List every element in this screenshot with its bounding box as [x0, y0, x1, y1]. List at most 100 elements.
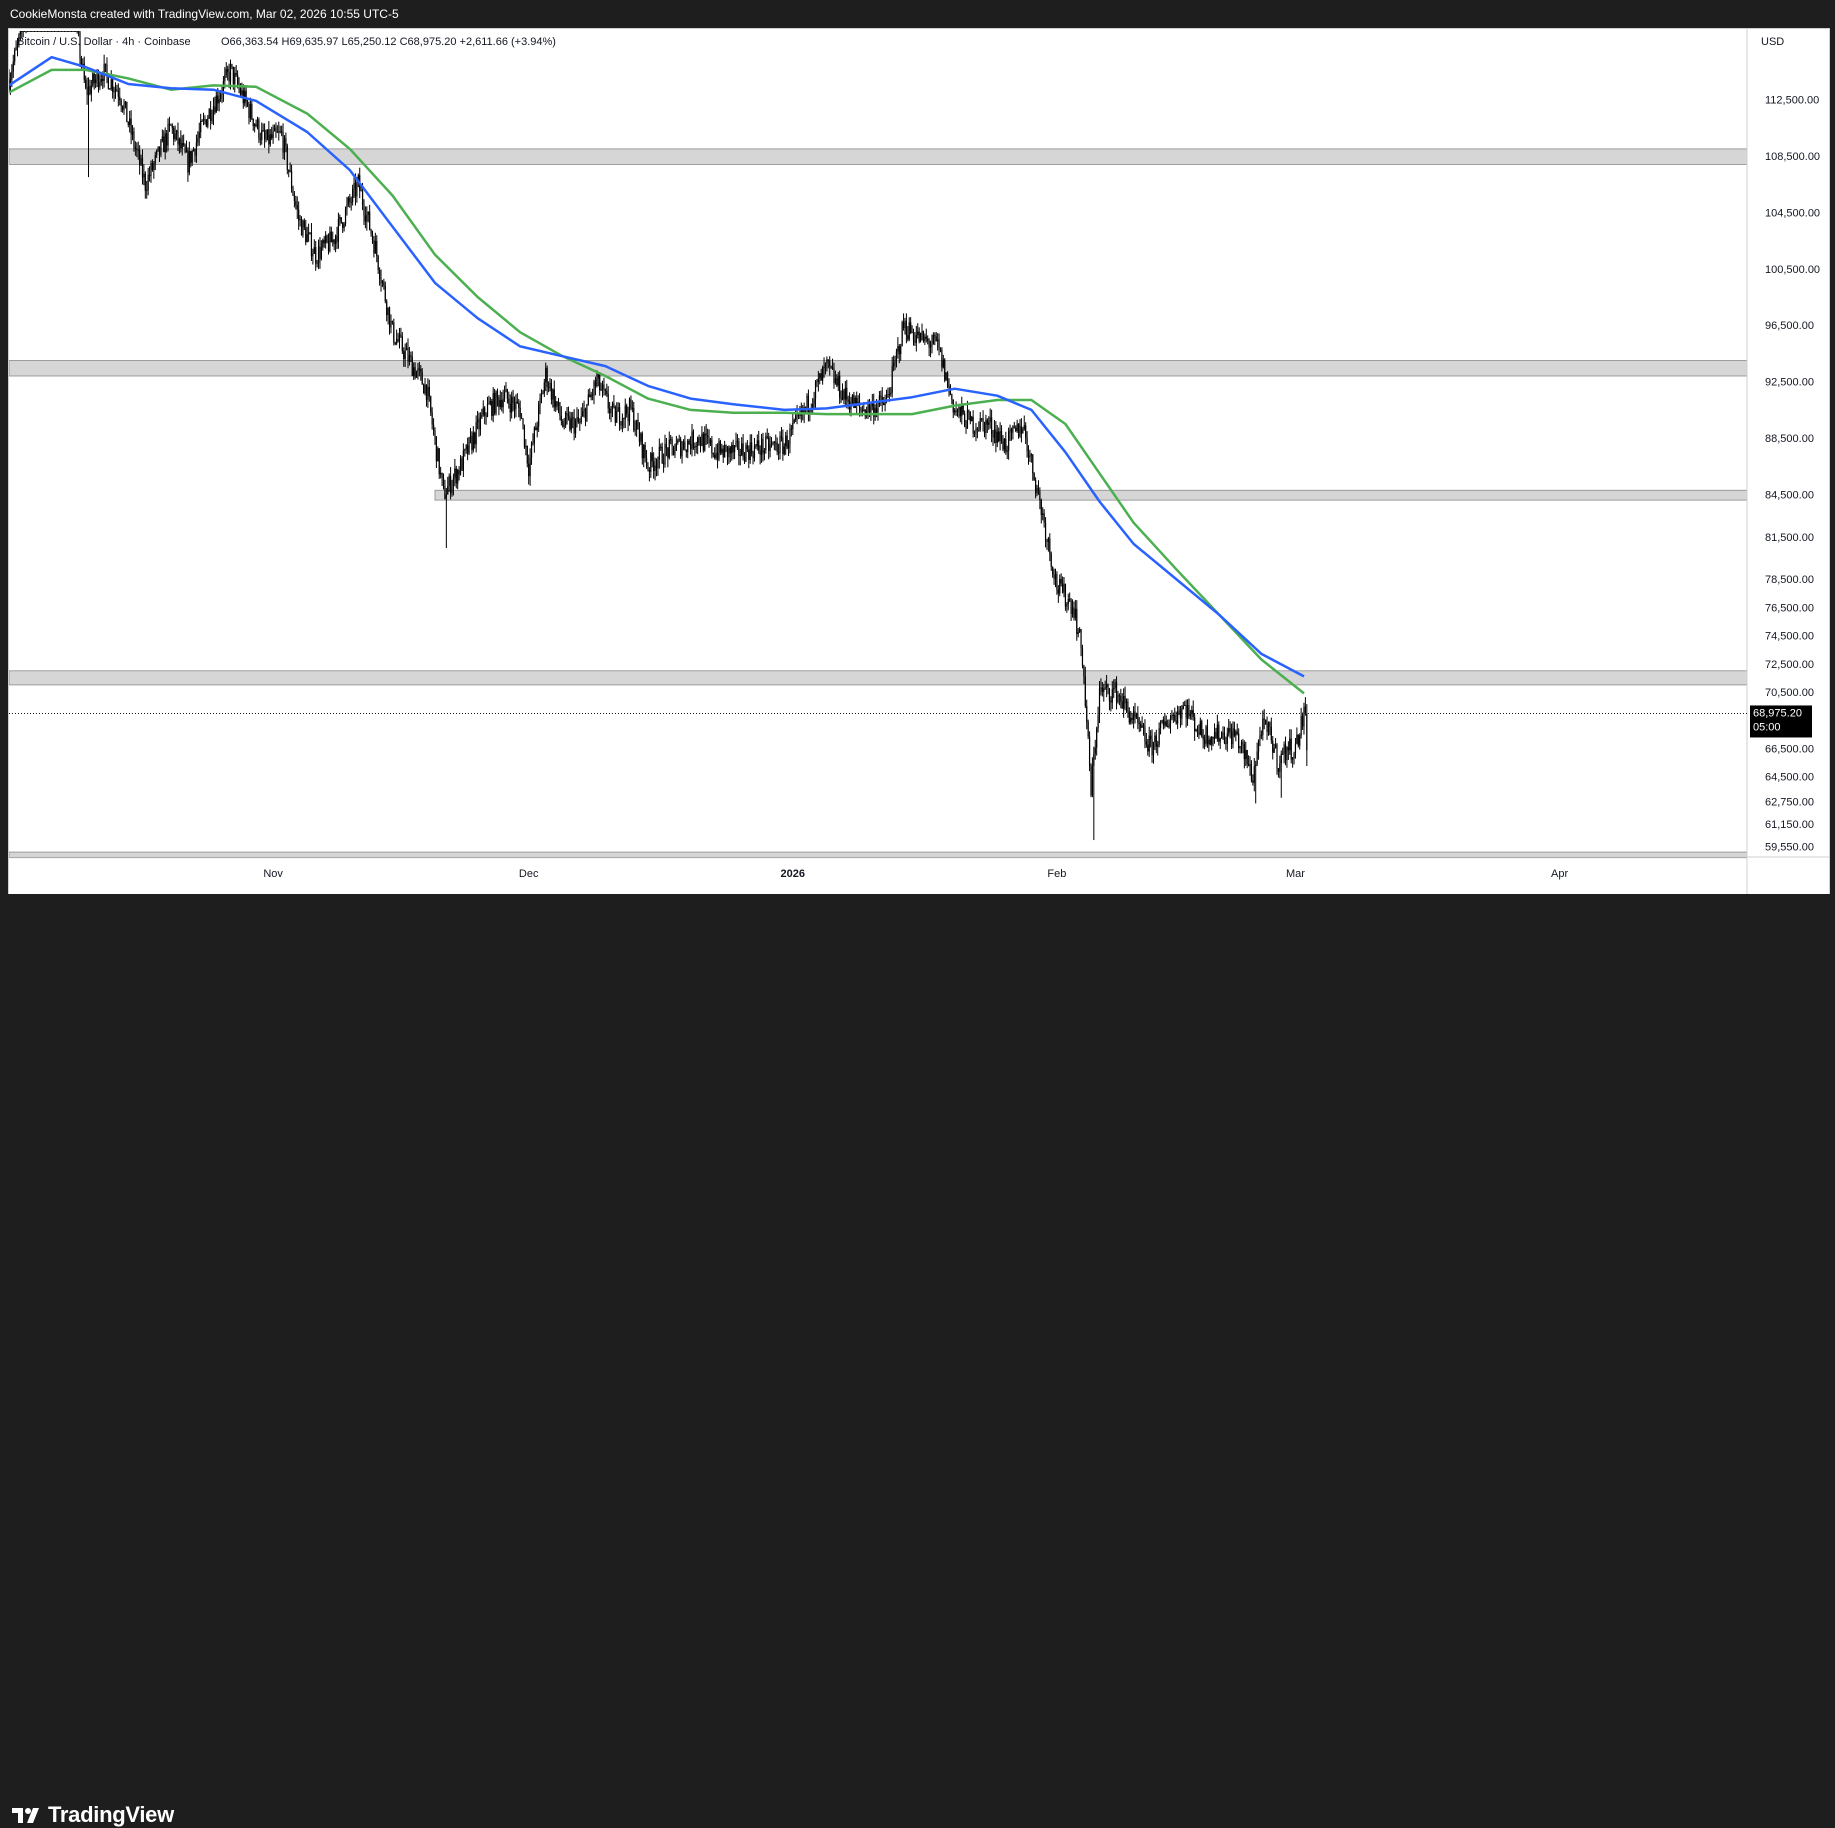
candle-body — [1127, 701, 1129, 712]
candle-body — [1130, 717, 1132, 723]
candle-body — [421, 371, 423, 385]
price-chart[interactable]: 112,500.00 108,500.00 104,500.00 100,500.00… — [8, 29, 1829, 895]
candle-body — [1297, 734, 1299, 746]
candle-body — [944, 359, 946, 381]
candle-body — [1195, 729, 1197, 732]
price-axis-currency[interactable]: USD — [1761, 36, 1784, 48]
candle-body — [1240, 742, 1243, 747]
candle-body — [437, 448, 439, 462]
candle-body — [932, 335, 934, 344]
candle-body — [259, 138, 261, 140]
candle-body — [603, 384, 605, 390]
sr-zone — [8, 360, 1748, 377]
candle-body — [694, 446, 696, 448]
candle-body — [425, 384, 428, 400]
candle-body — [1279, 763, 1281, 772]
candle-body — [336, 235, 338, 243]
candle-body — [532, 443, 534, 445]
candle-body — [1168, 723, 1170, 728]
candle-body — [796, 413, 798, 416]
candle-body — [46, 31, 48, 32]
candle-body — [1287, 747, 1289, 751]
candle-body — [1253, 766, 1255, 783]
candle-body — [800, 407, 802, 416]
candle-body — [275, 127, 277, 132]
candle-body — [60, 31, 63, 32]
candle-body — [1201, 721, 1203, 737]
candle-body — [472, 432, 474, 450]
candle-body — [647, 466, 649, 470]
candle-body — [530, 443, 533, 458]
candle-body — [553, 389, 555, 408]
candle-body — [171, 125, 173, 129]
candle-body — [444, 486, 446, 499]
candle-body — [573, 417, 575, 434]
candle-body — [550, 382, 553, 400]
candle-body — [709, 439, 712, 444]
candle-body — [93, 73, 95, 84]
candle-body — [907, 335, 909, 340]
candle-body — [1245, 750, 1247, 760]
candle-body — [1174, 715, 1176, 721]
candle-body — [467, 445, 469, 454]
candle-body — [1185, 704, 1187, 719]
candle-body — [1015, 427, 1017, 431]
candle-body — [342, 222, 344, 228]
candle-body — [915, 335, 917, 343]
candle-body — [432, 424, 435, 431]
candle-body — [516, 401, 518, 403]
candle-body — [1233, 728, 1236, 736]
candle-body — [576, 417, 578, 422]
candle-body — [468, 437, 470, 454]
candle-body — [451, 485, 453, 494]
candle-body — [1093, 753, 1095, 766]
candle-body — [499, 400, 501, 407]
candle-body — [265, 139, 267, 141]
candle-body — [695, 445, 697, 447]
candle-body — [509, 403, 511, 413]
candle-body — [505, 389, 507, 393]
candle-body — [671, 439, 673, 446]
candle-body — [1232, 728, 1234, 745]
candle-body — [364, 215, 367, 222]
candle-body — [743, 456, 746, 462]
candle-body — [1073, 607, 1075, 618]
price-axis-tick: 64,500.00 — [1765, 772, 1814, 784]
candle-body — [614, 406, 616, 423]
candle-body — [65, 31, 67, 32]
candle-body — [146, 189, 148, 191]
candle-body — [22, 31, 24, 32]
candle-body — [330, 231, 332, 243]
candle-body — [380, 279, 382, 283]
candle-body — [26, 31, 29, 32]
candle-body — [749, 442, 751, 461]
candle-body — [255, 124, 257, 127]
candle-body — [610, 408, 612, 414]
candle-body — [945, 372, 947, 381]
candle-body — [769, 444, 771, 451]
candle-body — [136, 148, 138, 150]
candle-body — [599, 374, 601, 391]
candle-body — [762, 438, 764, 454]
candle-body — [827, 359, 829, 361]
candle-body — [830, 366, 832, 368]
candle-body — [905, 320, 907, 336]
candle-body — [820, 373, 822, 381]
candle-body — [902, 322, 905, 328]
candle-body — [606, 390, 608, 395]
candle-body — [449, 475, 452, 494]
top-credit-bar: CookieMonsta created with TradingView.co… — [0, 0, 1835, 28]
tradingview-logo[interactable]: TradingView — [12, 1802, 174, 1828]
price-axis-tick: 74,500.00 — [1765, 631, 1814, 643]
candle-body — [339, 217, 341, 220]
candle-body — [728, 447, 730, 458]
candle-body — [752, 453, 754, 459]
candle-body — [900, 346, 902, 355]
candle-body — [528, 463, 530, 477]
candle-body — [308, 232, 310, 235]
candle-body — [983, 421, 986, 434]
candle-body — [161, 136, 163, 141]
candle-body — [1189, 713, 1191, 717]
candle-body — [281, 131, 283, 133]
candle-body — [1027, 451, 1030, 458]
